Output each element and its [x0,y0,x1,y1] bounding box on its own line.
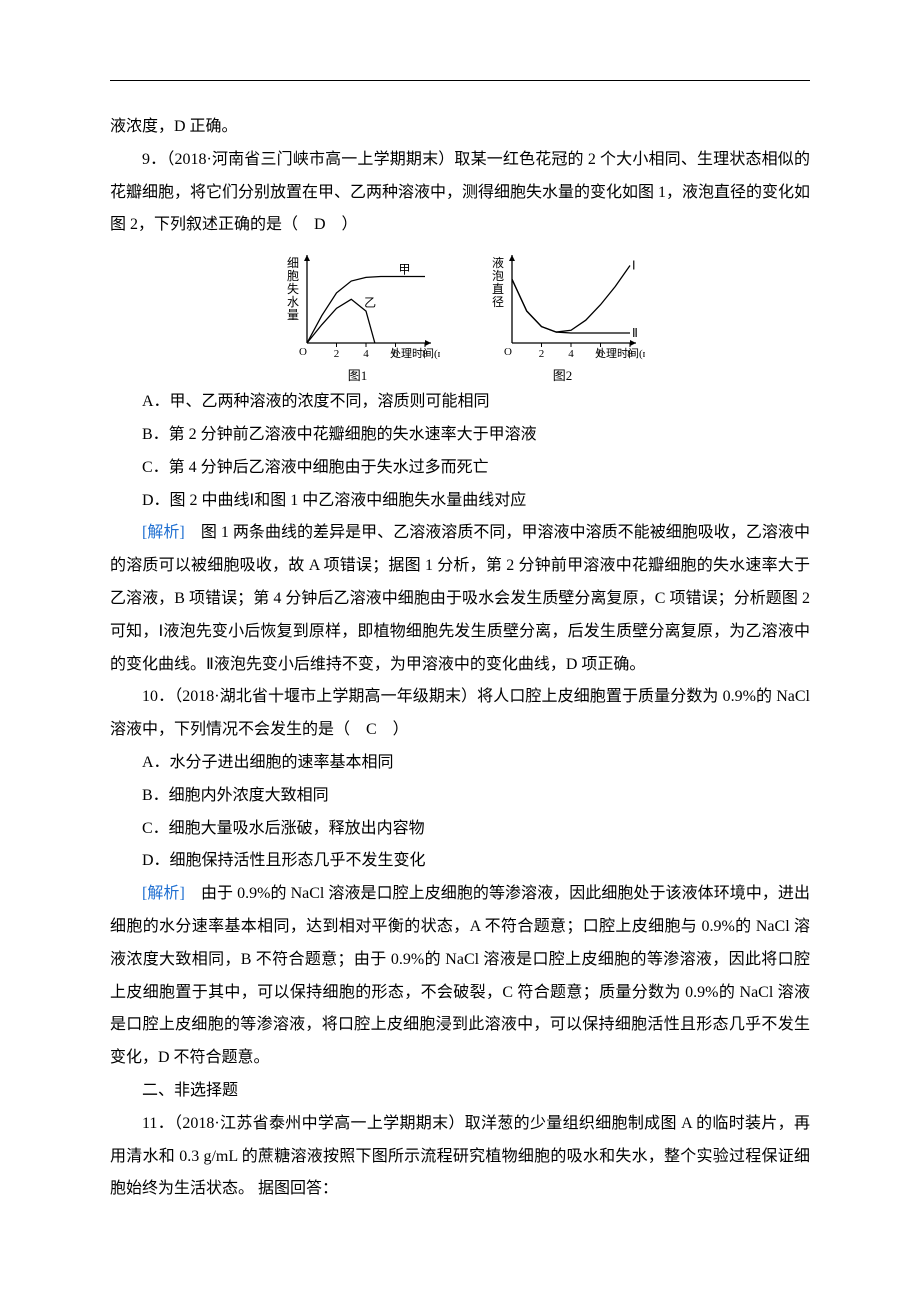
q10-source: （2018·湖北省十堰市上学期高一年级期末） [174,688,477,705]
svg-text:O: O [504,346,512,358]
q9-option-b: B．第 2 分钟前乙溶液中花瓣细胞的失水速率大于甲溶液 [110,419,810,452]
q9-figure-2-caption: 图2 [553,365,573,384]
q10-option-c: C．细胞大量吸水后涨破，释放出内容物 [110,813,810,846]
svg-text:甲: 甲 [398,263,410,277]
q9-figure-1-svg: 2468O处理时间(min)细胞失水量甲乙 [275,248,440,363]
svg-text:径: 径 [492,295,504,309]
q9-figure-1-caption: 图1 [348,365,368,384]
q9-figure-1: 2468O处理时间(min)细胞失水量甲乙 图1 [275,248,440,384]
svg-text:处理时间(min): 处理时间(min) [390,347,440,360]
q11-number: 11． [142,1115,174,1132]
svg-text:失: 失 [287,281,299,296]
page: 液浓度，D 正确。 9．（2018·河南省三门峡市高一上学期期末）取某一红色花冠… [0,0,920,1302]
svg-text:4: 4 [568,348,574,360]
q9-figure-2: 2468O处理时间(min)液泡直径ⅠⅡ 图2 [480,248,645,384]
q9-option-c: C．第 4 分钟后乙溶液中细胞由于失水过多而死亡 [110,452,810,485]
q10-option-b: B．细胞内外浓度大致相同 [110,780,810,813]
q10-analysis-text: 由于 0.9%的 NaCl 溶液是口腔上皮细胞的等渗溶液，因此细胞处于该液体环境… [110,885,810,1066]
svg-text:2: 2 [539,348,545,360]
svg-text:处理时间(min): 处理时间(min) [595,347,645,360]
svg-text:直: 直 [492,282,504,296]
svg-text:2: 2 [334,348,340,360]
q9-option-a: A．甲、乙两种溶液的浓度不同，溶质则可能相同 [110,386,810,419]
header-divider [110,80,810,81]
q9-analysis: [解析] 图 1 两条曲线的差异是甲、乙溶液溶质不同，甲溶液中溶质不能被细胞吸收… [110,517,810,681]
svg-text:Ⅰ: Ⅰ [632,259,636,273]
analysis-label: [解析] [142,524,185,541]
q10-option-a: A．水分子进出细胞的速率基本相同 [110,747,810,780]
svg-text:4: 4 [363,348,369,360]
q10-analysis: [解析] 由于 0.9%的 NaCl 溶液是口腔上皮细胞的等渗溶液，因此细胞处于… [110,878,810,1075]
q10-stem: 10．（2018·湖北省十堰市上学期高一年级期末）将人口腔上皮细胞置于质量分数为… [110,681,810,747]
svg-text:水: 水 [287,295,299,309]
svg-text:O: O [299,346,307,358]
lead-fragment: 液浓度，D 正确。 [110,111,810,144]
analysis-label: [解析] [142,885,185,902]
svg-text:量: 量 [287,308,299,322]
svg-text:胞: 胞 [287,269,299,283]
q9-stem: 9．（2018·河南省三门峡市高一上学期期末）取某一红色花冠的 2 个大小相同、… [110,144,810,242]
q9-number: 9． [142,151,166,168]
q10-number: 10． [142,688,174,705]
svg-text:乙: 乙 [364,296,376,310]
q9-analysis-text: 图 1 两条曲线的差异是甲、乙溶液溶质不同，甲溶液中溶质不能被细胞吸收，乙溶液中… [110,524,810,672]
svg-text:液: 液 [492,255,504,270]
svg-text:细: 细 [287,256,299,270]
q10-option-d: D．细胞保持活性且形态几乎不发生变化 [110,845,810,878]
svg-text:Ⅱ: Ⅱ [632,326,638,340]
q9-option-d: D．图 2 中曲线Ⅰ和图 1 中乙溶液中细胞失水量曲线对应 [110,485,810,518]
q11-stem: 11．（2018·江苏省泰州中学高一上学期期末）取洋葱的少量组织细胞制成图 A … [110,1108,810,1206]
q9-source: （2018·河南省三门峡市高一上学期期末） [166,151,454,168]
section-2-heading: 二、非选择题 [110,1075,810,1108]
q9-figure-2-svg: 2468O处理时间(min)液泡直径ⅠⅡ [480,248,645,363]
svg-text:泡: 泡 [492,269,504,283]
q9-figures-row: 2468O处理时间(min)细胞失水量甲乙 图1 2468O处理时间(min)液… [110,248,810,384]
q11-source: （2018·江苏省泰州中学高一上学期期末） [174,1115,465,1132]
